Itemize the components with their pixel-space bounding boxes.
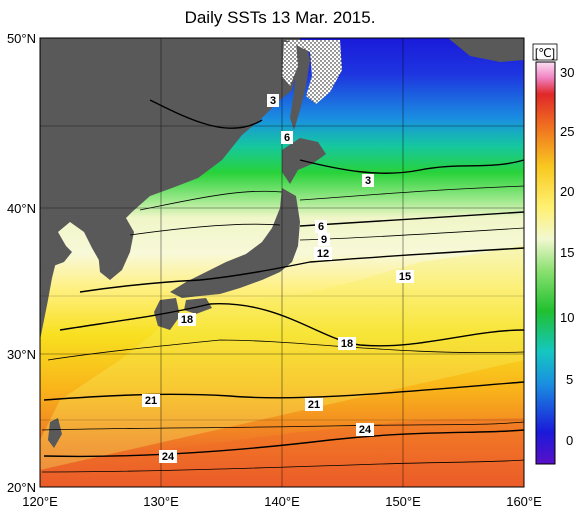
sea-ice-tatar [282, 42, 298, 86]
svg-text:6: 6 [318, 221, 324, 233]
colorbar: [℃] 30 25 20 15 10 5 0 [532, 43, 574, 465]
colorbar-tick-15: 15 [560, 245, 574, 260]
svg-text:24: 24 [162, 451, 175, 463]
contour-label-11: 21 [305, 398, 323, 411]
contour-label-3: 3 [362, 174, 374, 187]
contour-label-9: 18 [338, 337, 356, 350]
map-frame [39, 37, 525, 488]
svg-text:12: 12 [317, 248, 329, 260]
contour-label-6: 12 [314, 247, 332, 260]
contour-label-4: 6 [315, 220, 327, 233]
colorbar-tick-10: 10 [560, 310, 574, 325]
korean-peninsula [98, 218, 134, 280]
svg-text:15: 15 [399, 271, 411, 283]
kamchatka-peninsula [448, 38, 524, 62]
colorbar-tick-25: 25 [560, 124, 574, 139]
kyushu-island [154, 298, 180, 330]
colorbar-scale [535, 61, 556, 465]
asian-continent [40, 38, 300, 340]
contour-label-7: 15 [396, 270, 414, 283]
svg-text:21: 21 [145, 395, 157, 407]
lat-label-50: 50°N [7, 31, 36, 46]
colorbar-tick-20: 20 [560, 184, 574, 199]
colorbar-tick-30: 30 [560, 65, 574, 80]
shandong-peninsula [40, 242, 72, 268]
svg-text:18: 18 [181, 314, 193, 326]
contour-label-5: 9 [318, 233, 330, 246]
svg-text:3: 3 [270, 95, 276, 107]
svg-text:24: 24 [359, 424, 372, 436]
contour-label-12: 24 [356, 423, 374, 436]
contour-label-13: 24 [159, 450, 177, 463]
shikoku-island [184, 298, 212, 314]
lat-label-30: 30°N [7, 347, 36, 362]
lat-label-40: 40°N [7, 201, 36, 216]
contour-label-8: 18 [178, 313, 196, 326]
svg-text:3: 3 [365, 175, 371, 187]
svg-text:9: 9 [321, 234, 327, 246]
taiwan-island [48, 418, 62, 448]
contour-label-1: 3 [267, 94, 279, 107]
lon-label-150: 150°E [385, 494, 421, 509]
contour-label-2: 6 [281, 131, 293, 144]
sea-ice-okhotsk [286, 40, 342, 104]
svg-text:6: 6 [284, 132, 290, 144]
lon-label-130: 130°E [143, 494, 179, 509]
colorbar-unit: [℃] [535, 46, 555, 60]
sakhalin-island [290, 40, 310, 130]
lat-label-20: 20°N [7, 480, 36, 495]
svg-text:21: 21 [308, 399, 320, 411]
colorbar-tick-0: 0 [566, 433, 573, 448]
colorbar-tick-5: 5 [566, 372, 573, 387]
lon-label-140: 140°E [264, 494, 300, 509]
isotherm-lines [41, 99, 525, 473]
svg-text:18: 18 [341, 338, 353, 350]
map-title: Daily SSTs 13 Mar. 2015. [184, 8, 376, 27]
contour-label-10: 21 [142, 394, 160, 407]
lon-label-160: 160°E [506, 494, 542, 509]
lon-label-120: 120°E [22, 494, 58, 509]
